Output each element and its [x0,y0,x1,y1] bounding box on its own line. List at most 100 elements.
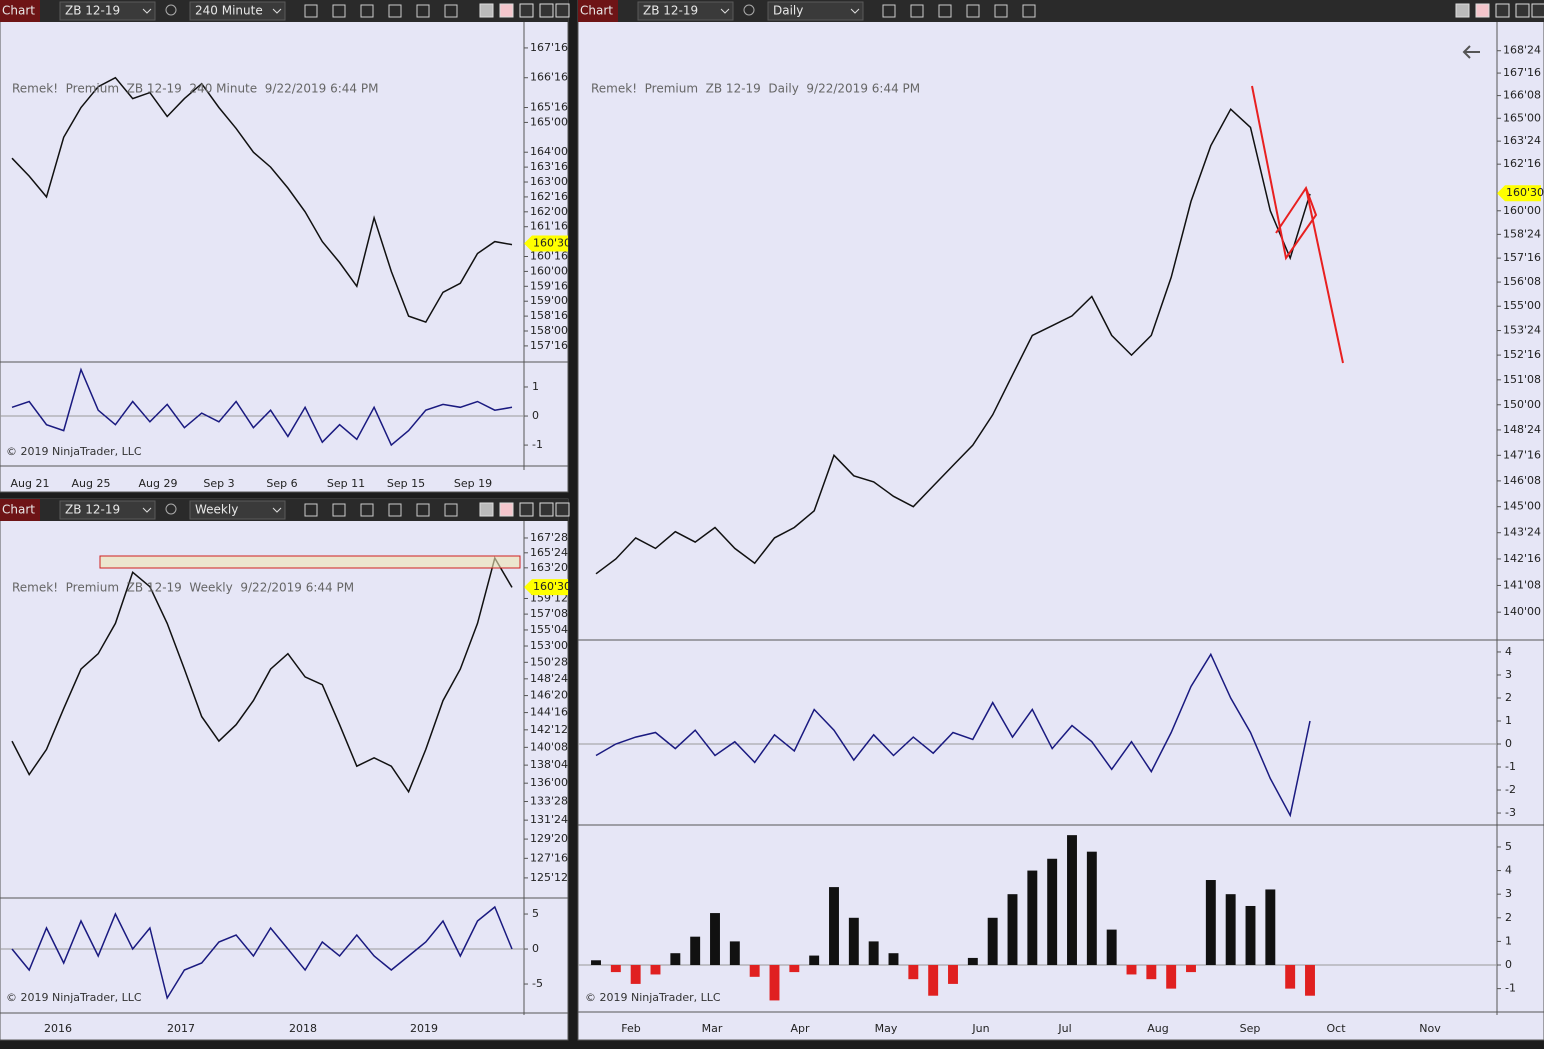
search-icon[interactable] [165,4,177,16]
dropdown-chevron[interactable] [142,507,152,513]
window-control[interactable] [555,502,570,517]
dropdown[interactable] [59,500,156,520]
search-icon[interactable] [743,4,755,16]
tool-icon[interactable] [994,4,1008,18]
price-tick-label: 156'08 [1503,275,1541,288]
window-control[interactable] [479,502,494,517]
price-tick-label: 165'24 [530,546,568,559]
indicator-tick-label: 4 [1505,864,1512,877]
search-icon[interactable] [165,503,177,515]
chart-tab-label[interactable]: Chart [2,503,35,517]
window-control[interactable] [539,502,554,517]
price-tick-label: 145'00 [1503,500,1541,513]
chart-tab-label[interactable]: Chart [580,4,613,18]
dropdown-chevron[interactable] [850,8,860,14]
indicator-tick-label: 2 [1505,691,1512,704]
price-tick-label: 152'16 [1503,348,1541,361]
tool-icon[interactable] [938,4,952,18]
window-control[interactable] [519,502,534,517]
price-line [11,556,513,794]
window-control[interactable] [1475,3,1490,18]
date-label: Aug 25 [72,477,111,490]
dropdown[interactable] [637,1,734,21]
dropdown-value[interactable]: ZB 12-19 [643,4,698,18]
indicator-tick-label: -1 [1505,760,1516,773]
tool-icon[interactable] [444,4,458,18]
tool-icon[interactable] [304,4,318,18]
tool-icon[interactable] [1022,4,1036,18]
price-tick-label: 153'24 [1503,324,1541,337]
price-tick-label: 167'16 [530,41,568,54]
price-tick-label: 157'08 [530,607,568,620]
window-control[interactable] [519,3,534,18]
histogram-bar [1126,965,1137,975]
price-tick-label: 148'24 [530,672,568,685]
date-label: Jul [1057,1022,1071,1035]
tool-icon[interactable] [304,503,318,517]
tool-icon[interactable] [882,4,896,18]
price-line [11,76,513,324]
last-price-marker [1497,185,1541,202]
back-arrow[interactable] [1462,45,1480,59]
dropdown-chevron[interactable] [272,507,282,513]
dropdown[interactable] [59,1,156,21]
tool-icon[interactable] [416,4,430,18]
dropdown-value[interactable]: Weekly [195,503,238,517]
chart-tab[interactable] [0,499,40,521]
indicator-tick-label: 5 [532,907,539,920]
price-tick-label: 168'24 [1503,44,1541,57]
tool-icon[interactable] [444,503,458,517]
window-control[interactable] [1531,3,1544,18]
dropdown-chevron[interactable] [142,8,152,14]
indicator-tick-label: 5 [1505,840,1512,853]
window-control[interactable] [479,3,494,18]
price-tick-label: 142'12 [530,723,568,736]
indicator-tick-label: 1 [532,380,539,393]
tool-icon[interactable] [332,4,346,18]
price-tick-label: 133'28 [530,795,568,808]
histogram-bar [1067,835,1077,966]
price-tick-label: 163'16 [530,160,568,173]
window-control[interactable] [1495,3,1510,18]
dropdown-value[interactable]: ZB 12-19 [65,4,120,18]
dropdown[interactable] [767,1,864,21]
histogram-bar [1047,858,1058,966]
tool-icon[interactable] [360,503,374,517]
chart-tab[interactable] [0,0,40,22]
tool-icon[interactable] [966,4,980,18]
histogram-bar [1245,905,1256,966]
indicator-tick-label: 0 [1505,958,1512,971]
window-control[interactable] [555,3,570,18]
chart-window: Chart ZB 12-19 Weekly167'28165'24163'20159… [0,498,571,1041]
dropdown-chevron[interactable] [720,8,730,14]
tool-icon[interactable] [388,4,402,18]
window-control[interactable] [1515,3,1530,18]
histogram-bar [610,965,621,973]
dropdown-chevron[interactable] [272,8,282,14]
price-tick-label: 155'04 [530,623,568,636]
price-tick-label: 146'08 [1503,474,1541,487]
toolbar: Chart ZB 12-19 Daily [578,0,1544,22]
dropdown-value[interactable]: 240 Minute [195,4,263,18]
window-control[interactable] [499,3,514,18]
chart-tab-label[interactable]: Chart [2,4,35,18]
price-tick-label: 167'28 [530,531,568,544]
tool-icon[interactable] [388,503,402,517]
window-control[interactable] [539,3,554,18]
dropdown[interactable] [189,500,286,520]
price-tick-label: 158'00 [530,324,568,337]
dropdown-value[interactable]: ZB 12-19 [65,503,120,517]
tool-icon[interactable] [416,503,430,517]
window-control[interactable] [499,502,514,517]
tool-icon[interactable] [360,4,374,18]
dropdown-value[interactable]: Daily [773,4,803,18]
trend-annotation [1251,85,1344,364]
chart-tab[interactable] [578,0,618,22]
dropdown[interactable] [189,1,286,21]
histogram-bar [630,965,641,984]
tool-icon[interactable] [332,503,346,517]
oscillator-line [11,367,513,447]
window-control[interactable] [1455,3,1470,18]
price-tick-label: 161'16 [530,220,568,233]
tool-icon[interactable] [910,4,924,18]
